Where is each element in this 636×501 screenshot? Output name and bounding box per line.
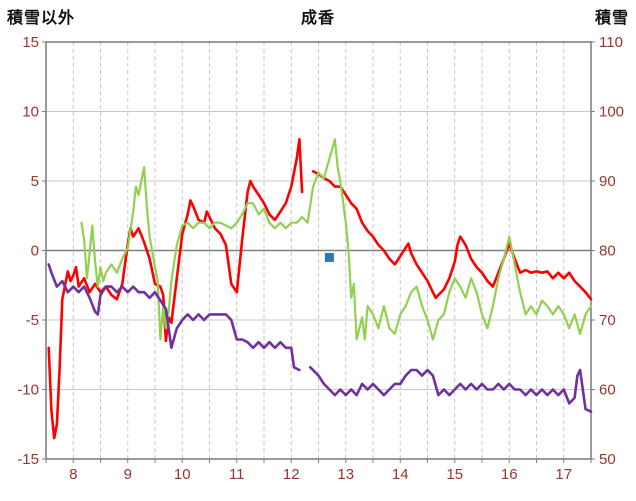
x-axis-tick-label: 15 [446, 466, 463, 483]
right-axis-tick-label: 60 [599, 382, 616, 399]
purple-line [308, 365, 593, 414]
x-axis-tick-label: 14 [392, 466, 409, 483]
left-axis-tick-label: -5 [26, 312, 39, 329]
left-axis-tick-label: 15 [22, 34, 39, 51]
green-line [80, 138, 593, 341]
right-axis-tick-label: 110 [599, 34, 623, 51]
x-axis-tick-label: 16 [501, 466, 518, 483]
right-axis-tick-label: 50 [599, 451, 616, 468]
left-axis-tick-label: -15 [17, 451, 39, 468]
right-axis-tick-label: 100 [599, 104, 624, 121]
left-axis-tick-label: 0 [31, 243, 39, 260]
x-axis-tick-label: 8 [69, 466, 77, 483]
x-axis-tick-label: 10 [174, 466, 191, 483]
left-axis-tick-label: 5 [31, 173, 39, 190]
left-axis-title: 積雪以外 [7, 10, 76, 27]
right-axis-tick-label: 70 [599, 312, 616, 329]
x-axis-tick-label: 11 [229, 466, 245, 483]
left-axis-tick-label: 10 [22, 104, 39, 121]
right-axis-tick-label: 80 [599, 243, 616, 260]
purple-line [47, 263, 301, 372]
red-line [311, 170, 593, 301]
right-axis-title: 積雪 [594, 10, 629, 27]
right-axis-tick-label: 90 [599, 173, 616, 190]
blue-square-marker [324, 252, 334, 262]
x-axis-tick-label: 13 [337, 466, 354, 483]
x-axis-tick-label: 9 [124, 466, 132, 483]
chart-title: 成香 [300, 10, 336, 27]
x-axis-tick-label: 12 [283, 466, 300, 483]
x-axis-tick-label: 17 [555, 466, 572, 483]
left-axis-tick-label: -10 [17, 382, 39, 399]
